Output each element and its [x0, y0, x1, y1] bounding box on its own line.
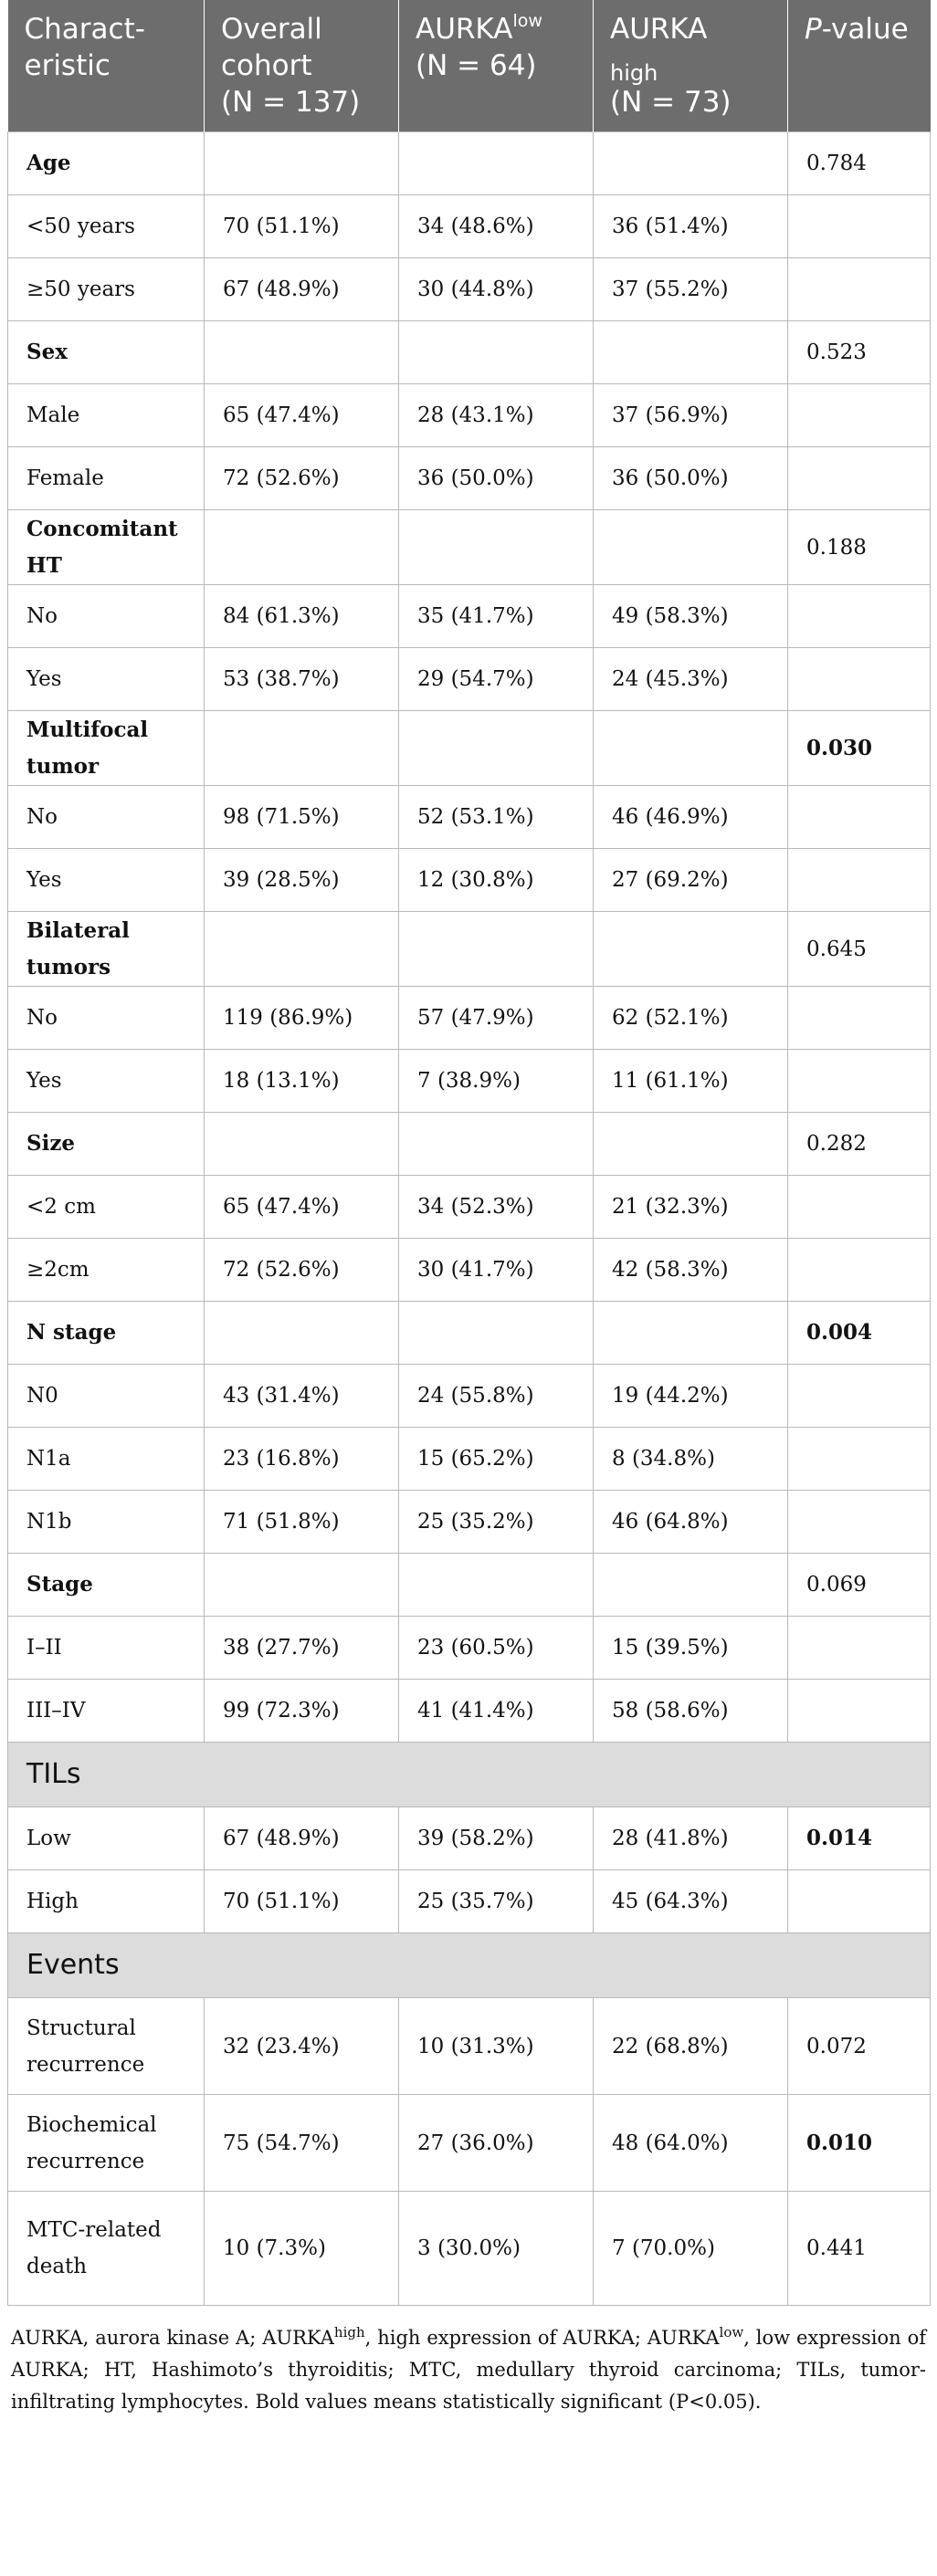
group-row: Bilateral tumors 0.645	[7, 911, 931, 987]
section-row-events: Events	[7, 1932, 931, 1998]
header-characteristic: Charact-eristic	[7, 0, 205, 132]
section-row-tils: TILs	[7, 1742, 931, 1807]
section-label: Events	[7, 1932, 931, 1998]
table-row: N0 43 (31.4%) 24 (55.8%) 19 (44.2%)	[7, 1364, 931, 1428]
header-p-value: P-value	[787, 0, 931, 132]
group-row: Stage 0.069	[7, 1553, 931, 1617]
group-label: Bilateral tumors	[7, 911, 205, 987]
table-header-row: Charact-eristic Overall cohort (N = 137) …	[7, 0, 931, 132]
group-row: Multifocal tumor 0.030	[7, 710, 931, 786]
table-row: No 84 (61.3%) 35 (41.7%) 49 (58.3%)	[7, 584, 931, 648]
table-row: Yes 39 (28.5%) 12 (30.8%) 27 (69.2%)	[7, 848, 931, 912]
group-row: N stage 0.004	[7, 1301, 931, 1365]
p-value-cell: 0.784	[787, 131, 931, 195]
table-row: N1a 23 (16.8%) 15 (65.2%) 8 (34.8%)	[7, 1427, 931, 1491]
group-label: Concomitant HT	[7, 509, 205, 585]
p-value-cell: 0.072	[787, 1997, 931, 2095]
table-row: I–II 38 (27.7%) 23 (60.5%) 15 (39.5%)	[7, 1616, 931, 1680]
section-label: TILs	[7, 1742, 931, 1807]
p-value-cell: 0.014	[787, 1806, 931, 1870]
group-label: Size	[7, 1112, 205, 1176]
table-row: N1b 71 (51.8%) 25 (35.2%) 46 (64.8%)	[7, 1490, 931, 1554]
table-row: Structural recurrence 32 (23.4%) 10 (31.…	[7, 1997, 931, 2095]
table-row: III–IV 99 (72.3%) 41 (41.4%) 58 (58.6%)	[7, 1679, 931, 1743]
header-aurka-high: AURKA high (N = 73)	[593, 0, 788, 132]
p-value-cell: 0.645	[787, 911, 931, 987]
p-value-cell: 0.282	[787, 1112, 931, 1176]
p-value-cell: 0.069	[787, 1553, 931, 1617]
p-value-cell: 0.441	[787, 2191, 931, 2306]
table-row: <50 years 70 (51.1%) 34 (48.6%) 36 (51.4…	[7, 194, 931, 258]
p-value-cell: 0.004	[787, 1301, 931, 1365]
table-row: No 119 (86.9%) 57 (47.9%) 62 (52.1%)	[7, 986, 931, 1050]
group-label: Sex	[7, 320, 205, 384]
table-row: Yes 53 (38.7%) 29 (54.7%) 24 (45.3%)	[7, 647, 931, 711]
group-label: N stage	[7, 1301, 205, 1365]
group-label: Stage	[7, 1553, 205, 1617]
header-aurka-low: AURKAlow (N = 64)	[398, 0, 594, 132]
table-row: Low 67 (48.9%) 39 (58.2%) 28 (41.8%) 0.0…	[7, 1806, 931, 1870]
table-row: ≥50 years 67 (48.9%) 30 (44.8%) 37 (55.2…	[7, 257, 931, 321]
p-value-cell: 0.030	[787, 710, 931, 786]
table-footnote: AURKA, aurora kinase A; AURKAhigh, high …	[11, 2324, 926, 2414]
table-row: High 70 (51.1%) 25 (35.7%) 45 (64.3%)	[7, 1869, 931, 1933]
group-row: Concomitant HT 0.188	[7, 509, 931, 585]
group-row: Age 0.784	[7, 131, 931, 195]
document: Charact-eristic Overall cohort (N = 137) …	[7, 0, 931, 2418]
group-label: Age	[7, 131, 205, 195]
p-value-cell: 0.188	[787, 509, 931, 585]
group-row: Sex 0.523	[7, 320, 931, 384]
table-row: <2 cm 65 (47.4%) 34 (52.3%) 21 (32.3%)	[7, 1175, 931, 1239]
table-row: Yes 18 (13.1%) 7 (38.9%) 11 (61.1%)	[7, 1049, 931, 1113]
group-label: Multifocal tumor	[7, 710, 205, 786]
table-row: Female 72 (52.6%) 36 (50.0%) 36 (50.0%)	[7, 446, 931, 510]
table-row: MTC-related death 10 (7.3%) 3 (30.0%) 7 …	[7, 2191, 931, 2306]
characteristics-table: Charact-eristic Overall cohort (N = 137) …	[7, 0, 931, 2306]
header-overall-cohort: Overall cohort (N = 137)	[204, 0, 399, 132]
table-row: Male 65 (47.4%) 28 (43.1%) 37 (56.9%)	[7, 383, 931, 447]
p-value-cell: 0.523	[787, 320, 931, 384]
table-row: ≥2cm 72 (52.6%) 30 (41.7%) 42 (58.3%)	[7, 1238, 931, 1302]
group-row: Size 0.282	[7, 1112, 931, 1176]
table-row: No 98 (71.5%) 52 (53.1%) 46 (46.9%)	[7, 785, 931, 849]
p-value-cell: 0.010	[787, 2094, 931, 2192]
table-row: Biochemical recurrence 75 (54.7%) 27 (36…	[7, 2094, 931, 2192]
